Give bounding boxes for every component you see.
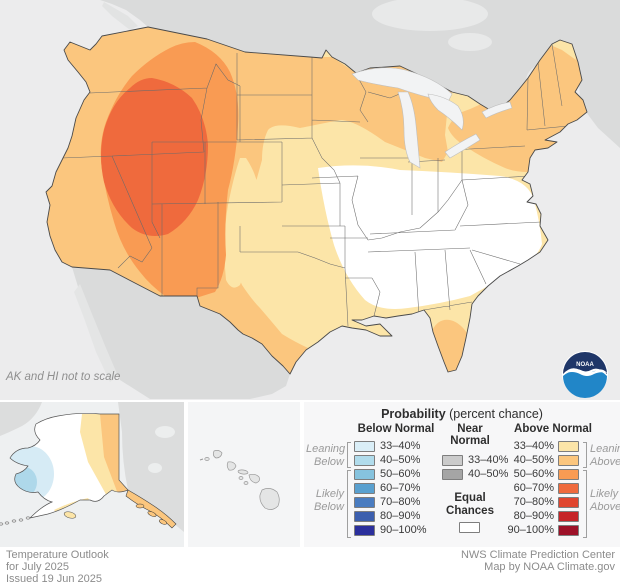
state-borders <box>61 43 569 327</box>
leaning-above-label: Leaning Above <box>590 443 620 468</box>
likely-below-label: Likely Below <box>314 488 344 513</box>
near-normal-header: Near Normal <box>450 423 490 447</box>
leaning-above-bracket <box>583 442 587 468</box>
us-outline <box>45 26 588 375</box>
below-normal-header: Below Normal <box>357 423 435 435</box>
color-swatch <box>354 441 375 452</box>
great-lakes <box>351 67 513 169</box>
outlook-title: Temperature Outlook for July 2025 Issued… <box>6 549 109 585</box>
hawaii-inset-map <box>188 402 300 547</box>
likely-below-bracket <box>347 470 351 538</box>
noaa-logo: NOAA <box>562 351 608 398</box>
color-swatch <box>558 511 579 522</box>
color-swatch <box>442 455 463 466</box>
conus-temperature-map: NOAA <box>0 0 620 400</box>
color-swatch <box>354 469 375 480</box>
above-normal-header: Above Normal <box>514 423 592 435</box>
color-swatch <box>558 483 579 494</box>
equal-chances-label: Equal Chances <box>446 492 494 517</box>
scale-note: AK and HI not to scale <box>6 371 121 383</box>
color-swatch <box>354 511 375 522</box>
color-swatch <box>354 483 375 494</box>
color-swatch <box>354 525 375 536</box>
likely-above-bracket <box>583 470 587 538</box>
credit-text: NWS Climate Prediction Center Map by NOA… <box>460 549 615 573</box>
legend-title: Probability (percent chance) <box>381 407 543 421</box>
color-swatch <box>558 455 579 466</box>
equal-chances-swatch <box>459 522 480 533</box>
color-swatch <box>558 441 579 452</box>
svg-text:NOAA: NOAA <box>576 362 594 368</box>
color-swatch <box>354 497 375 508</box>
alaska-inset-panel <box>0 402 184 547</box>
color-swatch <box>558 497 579 508</box>
color-swatch <box>558 469 579 480</box>
alaska-inset-map <box>0 402 184 547</box>
color-swatch <box>442 469 463 480</box>
hawaii-inset-panel <box>188 402 300 547</box>
leaning-below-bracket <box>347 442 351 468</box>
likely-above-label: Likely Above <box>590 488 620 513</box>
color-swatch <box>354 455 375 466</box>
mexico-landmass <box>72 267 290 399</box>
footer: Temperature Outlook for July 2025 Issued… <box>0 547 620 585</box>
leaning-below-label: Leaning Below <box>306 443 346 468</box>
color-swatch <box>558 525 579 536</box>
probability-legend: Probability (percent chance) Below Norma… <box>304 402 620 547</box>
